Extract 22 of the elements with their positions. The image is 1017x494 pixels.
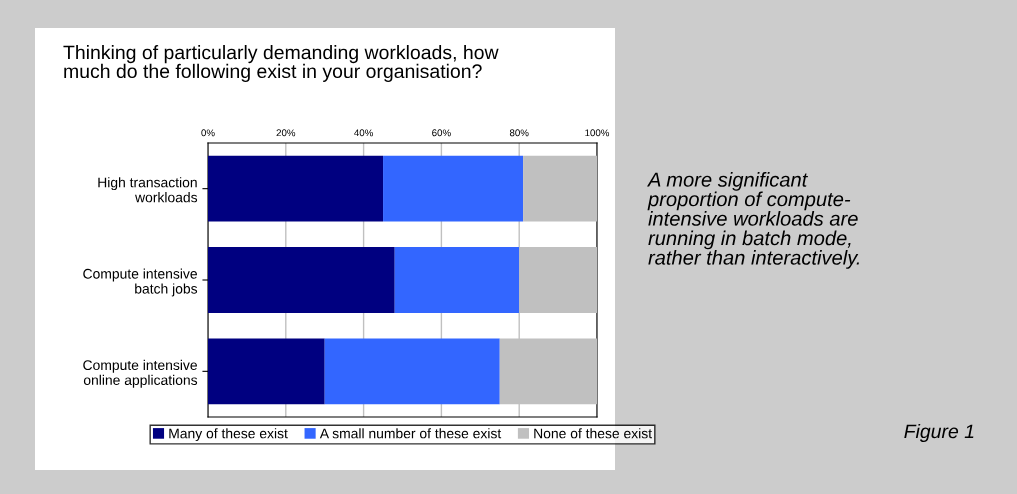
bar (523, 155, 597, 222)
x-tick-label: 0% (201, 129, 215, 137)
legend-label: Many of these exist (169, 428, 288, 442)
legend-label: None of these exist (534, 428, 652, 439)
x-tick-label: 40% (354, 129, 373, 137)
x-tick-label: 60% (432, 129, 451, 137)
bar (208, 155, 384, 222)
bar (324, 338, 500, 405)
legend-label: A small number of these exist (319, 428, 502, 439)
y-tick-label: Compute intensive online applications (83, 359, 198, 388)
bar (394, 247, 520, 313)
y-tick-label: Compute intensive batch jobs (83, 268, 198, 297)
x-tick-label: 80% (509, 129, 529, 137)
y-tick-label: High transaction workloads (98, 177, 198, 203)
chart-title: Thinking of particularly demanding workloads, how much do the following exist in your organisation? (63, 45, 499, 82)
bar (383, 155, 524, 222)
x-tick-label: 20% (276, 129, 296, 137)
caption: Figure 1 (904, 423, 974, 443)
bar (208, 247, 395, 313)
bar (208, 338, 325, 405)
text: A more significant proportion of compute- intensive workloads are running in batch mode, rather than interactively. (647, 172, 859, 269)
x-tick-label: 100% (585, 129, 610, 137)
